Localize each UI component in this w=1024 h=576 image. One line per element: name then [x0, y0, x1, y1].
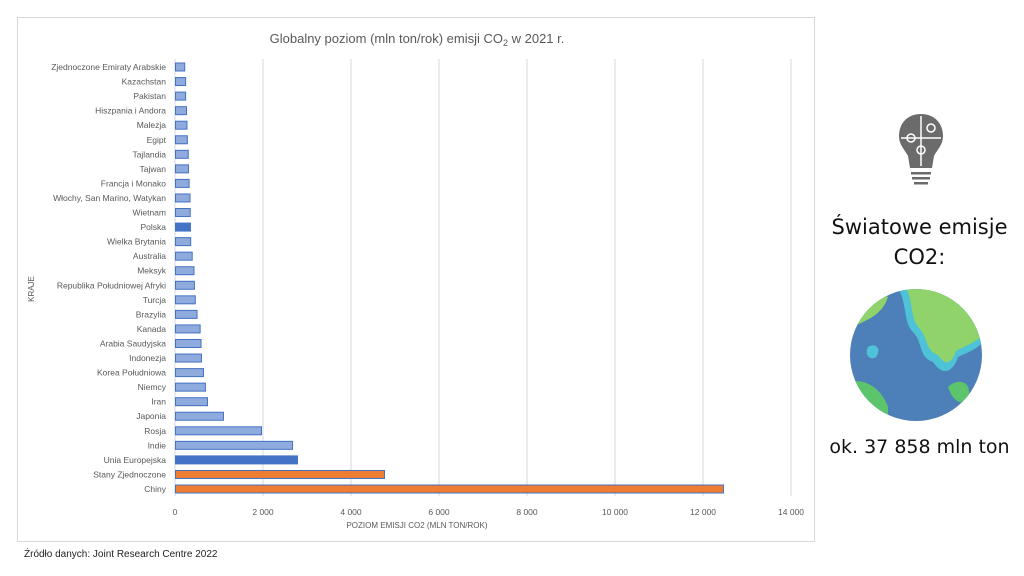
category-label: Meksyk: [137, 266, 167, 276]
x-tick-label: 6 000: [428, 507, 450, 517]
earth-globe-icon: [850, 289, 982, 421]
category-label: Australia: [133, 251, 166, 261]
category-label: Włochy, San Marino, Watykan: [53, 193, 166, 203]
category-label: Indie: [148, 440, 167, 450]
bar-polska: [175, 222, 191, 232]
bar-francja-i-monako: [175, 178, 190, 188]
bar-japonia: [175, 411, 224, 421]
chart-frame: Globalny poziom (mln ton/rok) emisji CO2…: [17, 17, 815, 542]
category-label: Polska: [140, 222, 166, 232]
x-axis-label: POZIOM EMISJI CO2 (MLN TON/ROK): [346, 521, 487, 530]
category-label: Republika Południowej Afryki: [57, 280, 166, 290]
bar-iran: [175, 397, 208, 407]
category-label: Turcja: [143, 295, 167, 305]
bar-stany-zjednoczone: [175, 469, 385, 479]
bar-arabia-saudyjska: [175, 338, 202, 348]
category-label: Brazylia: [136, 309, 167, 319]
category-label: Pakistan: [133, 91, 166, 101]
category-label: Korea Południowa: [97, 368, 166, 378]
lightbulb-puzzle-icon: [899, 114, 943, 185]
x-tick-label: 10 000: [602, 507, 628, 517]
bar-chiny: [175, 484, 725, 494]
category-label: Niemcy: [138, 382, 167, 392]
bar-hiszpania-i-andora: [175, 106, 187, 116]
bar-australia: [175, 251, 193, 261]
bar-indie: [175, 440, 294, 450]
bar-chart: Globalny poziom (mln ton/rok) emisji CO2…: [27, 31, 804, 530]
category-label: Kazachstan: [122, 77, 167, 87]
world-emissions-title: Światowe emisje CO2:: [815, 212, 1024, 272]
data-source: Źródło danych: Joint Research Centre 202…: [24, 549, 218, 560]
category-label: Rosja: [144, 426, 166, 436]
bar-egipt: [175, 135, 188, 145]
category-label: Tajlandia: [132, 149, 166, 159]
bar-korea-południowa: [175, 368, 204, 378]
bar-rosja: [175, 426, 263, 436]
bar-wielka-brytania: [175, 237, 192, 247]
category-label: Tajwan: [140, 164, 167, 174]
x-tick-label: 8 000: [516, 507, 538, 517]
category-label: Malezja: [137, 120, 167, 130]
title-line-1: Światowe emisje: [831, 215, 1008, 239]
x-tick-label: 12 000: [690, 507, 716, 517]
bar-kazachstan: [175, 77, 187, 87]
category-label: Kanada: [137, 324, 167, 334]
category-label: Wietnam: [132, 208, 166, 218]
bar-brazylia: [175, 309, 198, 319]
x-tick-label: 4 000: [340, 507, 362, 517]
category-label: Wielka Brytania: [107, 237, 166, 247]
bar-republika-południowej-afryki: [175, 280, 195, 290]
category-label: Egipt: [147, 135, 167, 145]
bar-pakistan: [175, 91, 187, 101]
bar-wietnam: [175, 208, 191, 218]
bar-kanada: [175, 324, 201, 334]
world-emissions-value: ok. 37 858 mln ton: [829, 436, 1010, 458]
bar-indonezja: [175, 353, 202, 363]
bar-tajwan: [175, 164, 189, 174]
category-label: Iran: [151, 397, 166, 407]
category-label: Indonezja: [129, 353, 166, 363]
category-label: Stany Zjednoczone: [93, 469, 166, 479]
bar-tajlandia: [175, 149, 189, 159]
bar-malezja: [175, 120, 188, 130]
category-label: Chiny: [144, 484, 166, 494]
category-label: Unia Europejska: [104, 455, 167, 465]
category-label: Hiszpania i Andora: [95, 106, 166, 116]
category-label: Arabia Saudyjska: [100, 338, 166, 348]
chart-title: Globalny poziom (mln ton/rok) emisji CO2…: [270, 31, 565, 48]
bar-meksyk: [175, 266, 195, 276]
bar-turcja: [175, 295, 196, 305]
x-tick-label: 14 000: [778, 507, 804, 517]
bar-włochy-san-marino-watykan: [175, 193, 191, 203]
side-panel: Światowe emisje CO2: ok. 37 858 mln ton: [815, 0, 1024, 576]
bar-unia-europejska: [175, 455, 299, 465]
x-tick-label: 0: [173, 507, 178, 517]
bar-zjednoczone-emiraty-arabskie: [175, 62, 186, 72]
title-line-2: CO2:: [893, 245, 946, 269]
category-label: Japonia: [136, 411, 166, 421]
y-axis-label: KRAJE: [27, 276, 36, 302]
x-tick-label: 2 000: [252, 507, 274, 517]
category-label: Zjednoczone Emiraty Arabskie: [51, 62, 166, 72]
bar-niemcy: [175, 382, 206, 392]
category-label: Francja i Monako: [101, 178, 166, 188]
